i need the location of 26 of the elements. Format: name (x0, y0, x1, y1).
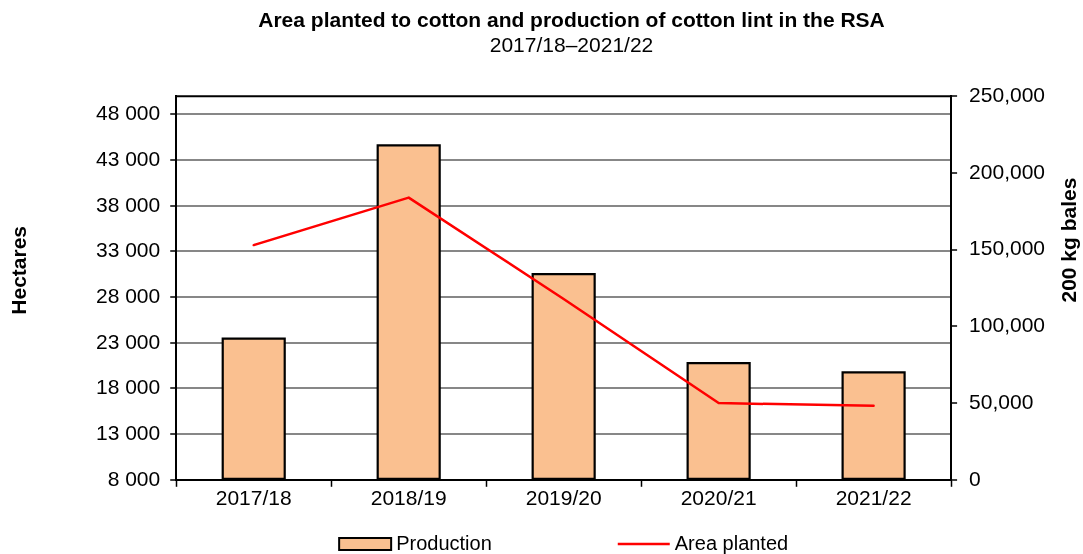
chart-subtitle: 2017/18–2021/22 (489, 33, 654, 57)
y2-tick-label: 100,000 (969, 313, 1046, 337)
y-tick-label: 43 000 (96, 146, 161, 170)
y-tick-label: 23 000 (96, 329, 161, 353)
y-axis-title: Hectares (6, 225, 30, 315)
y-tick-label: 18 000 (96, 375, 161, 399)
x-tick-label: 2017/18 (215, 486, 292, 510)
y-tick-label: 33 000 (96, 238, 161, 262)
y-tick-label: 38 000 (96, 192, 161, 216)
x-tick-label: 2018/19 (370, 486, 447, 510)
y2-tick-label: 250,000 (969, 83, 1046, 106)
chart-title: Area planted to cotton and production of cotton lint in the RSA (258, 8, 885, 32)
y-tick-label: 8 000 (107, 466, 161, 490)
legend-label: Production (396, 531, 492, 554)
y-tick-label: 28 000 (96, 283, 161, 307)
y-tick-label: 48 000 (96, 101, 161, 125)
y-tick-label: 13 000 (96, 420, 161, 444)
x-tick-label: 2019/20 (525, 486, 602, 510)
y2-axis-title: 200 kg bales (1056, 177, 1080, 303)
legend-label: Area planted (674, 531, 789, 554)
y2-tick-label: 150,000 (969, 236, 1046, 260)
x-tick-label: 2020/21 (680, 486, 757, 510)
y2-tick-label: 200,000 (969, 159, 1046, 183)
y2-tick-label: 0 (969, 466, 981, 490)
x-tick-label: 2021/22 (835, 486, 912, 510)
y2-tick-label: 50,000 (969, 389, 1034, 413)
